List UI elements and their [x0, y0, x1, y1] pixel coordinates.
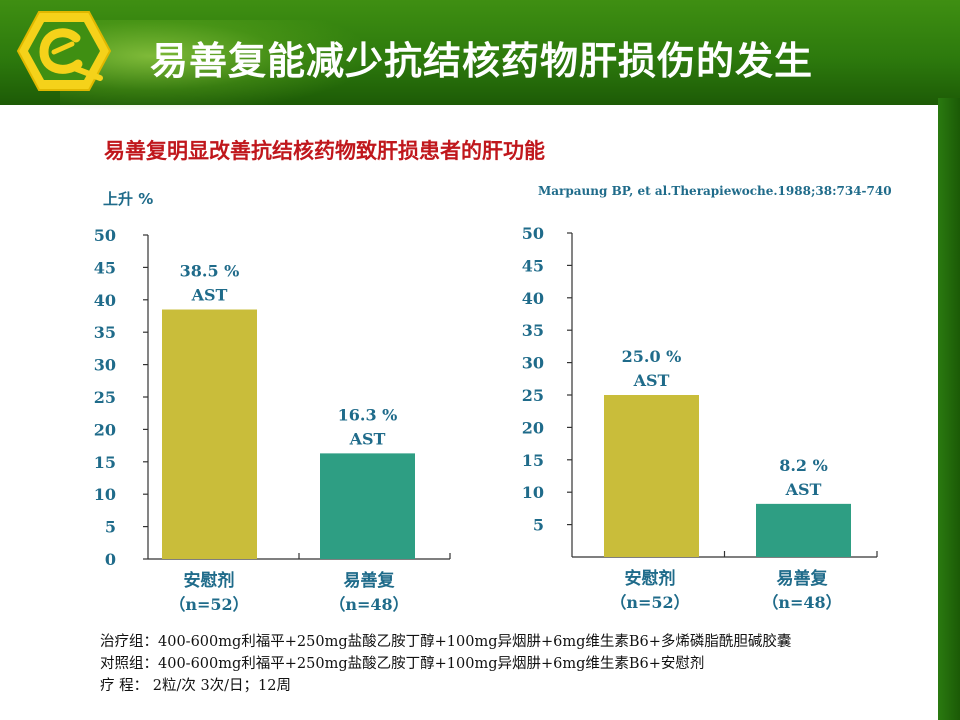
page-title: 易善复能减少抗结核药物肝损伤的发生	[150, 39, 814, 83]
category-label: 安慰剂	[625, 568, 676, 589]
bar-placebo	[162, 309, 257, 559]
data-label-value: 8.2 %	[779, 456, 828, 475]
y-axis-label: 上升 %	[103, 190, 154, 208]
y-tick-label: 15	[522, 451, 544, 470]
category-label: 安慰剂	[184, 570, 235, 591]
data-label-value: 16.3 %	[338, 405, 398, 424]
data-label-ast: AST	[191, 286, 228, 305]
note-treatment: 治疗组：400-600mg利福平+250mg盐酸乙胺丁醇+100mg异烟肼+6m…	[100, 634, 792, 650]
y-tick-label: 15	[94, 453, 116, 472]
footnotes: 治疗组：400-600mg利福平+250mg盐酸乙胺丁醇+100mg异烟肼+6m…	[100, 631, 791, 697]
y-tick-label: 20	[522, 418, 544, 437]
y-tick-label: 0	[105, 550, 116, 569]
y-tick-label: 45	[94, 258, 116, 277]
y-tick-label: 20	[94, 420, 116, 439]
note-regimen: 疗 程： 2粒/次 3次/日；12周	[100, 678, 291, 694]
category-sublabel: （n=52）	[169, 595, 248, 614]
bar-treatment	[756, 503, 851, 557]
header-glow	[60, 20, 360, 110]
y-tick-label: 5	[105, 518, 116, 537]
category-label: 易善复	[777, 568, 829, 589]
y-tick-label: 35	[94, 323, 116, 342]
y-tick-label: 50	[522, 224, 544, 243]
data-label-value: 25.0 %	[622, 347, 682, 366]
category-sublabel: （n=52）	[610, 593, 689, 612]
y-tick-label: 45	[522, 256, 544, 275]
y-tick-label: 50	[94, 226, 116, 245]
bar-treatment	[320, 453, 415, 559]
y-tick-label: 35	[522, 321, 544, 340]
data-label-ast: AST	[349, 429, 386, 448]
category-sublabel: （n=48）	[762, 593, 841, 612]
data-label-ast: AST	[785, 480, 822, 499]
data-label-value: 38.5 %	[180, 262, 240, 281]
y-tick-label: 25	[522, 386, 544, 405]
category-sublabel: （n=48）	[329, 595, 408, 614]
citation: Marpaung BP, et al.Therapiewoche.1988;38…	[538, 184, 892, 198]
data-label-ast: AST	[633, 371, 670, 390]
y-tick-label: 25	[94, 388, 116, 407]
y-tick-label: 30	[94, 356, 116, 375]
y-tick-label: 10	[94, 485, 116, 504]
y-tick-label: 5	[533, 516, 544, 535]
y-tick-label: 40	[522, 289, 544, 308]
bar-placebo	[604, 395, 699, 557]
logo-icon	[16, 11, 112, 91]
category-label: 易善复	[344, 570, 396, 591]
y-tick-label: 40	[94, 291, 116, 310]
y-tick-label: 10	[522, 483, 544, 502]
y-tick-label: 30	[522, 354, 544, 373]
content-panel	[0, 110, 938, 720]
note-control: 对照组：400-600mg利福平+250mg盐酸乙胺丁醇+100mg异烟肼+6m…	[100, 656, 705, 672]
chart-subtitle: 易善复明显改善抗结核药物致肝损患者的肝功能	[104, 139, 545, 163]
right-green-band	[938, 98, 960, 720]
